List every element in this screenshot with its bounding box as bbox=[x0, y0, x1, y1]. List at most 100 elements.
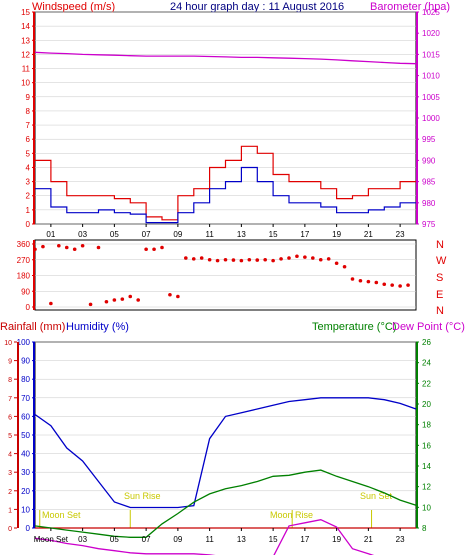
dir-y-tick-label: 360 bbox=[17, 240, 31, 249]
direction-point bbox=[136, 298, 140, 302]
wind-y-tick-label: 13 bbox=[21, 36, 30, 45]
direction-point bbox=[342, 264, 347, 269]
direction-point bbox=[279, 257, 283, 261]
direction-point bbox=[358, 278, 363, 283]
wind-y-tick-label: 8 bbox=[26, 107, 31, 116]
dewpoint-line bbox=[34, 519, 375, 555]
rain-y-tick-label: 10 bbox=[4, 340, 12, 347]
dir-letter-w: W bbox=[436, 255, 447, 267]
direction-point bbox=[231, 258, 236, 262]
wind-avg-line bbox=[35, 166, 416, 224]
rain-y-tick-label: 4 bbox=[8, 452, 12, 459]
x-tick-bottom-label: 03 bbox=[78, 535, 87, 544]
baro-y-tick-label: 1000 bbox=[422, 114, 440, 123]
x-tick-bottom-label: 15 bbox=[269, 535, 278, 544]
sun-rise-label: Sun Rise bbox=[124, 491, 161, 501]
direction-point bbox=[326, 257, 331, 261]
sun-set-label: Sun Set bbox=[360, 491, 393, 501]
x-tick-label: 21 bbox=[364, 230, 373, 239]
x-tick-bottom-label: 23 bbox=[396, 535, 405, 544]
dir-letter-e: E bbox=[436, 289, 443, 301]
hum-y-tick-label: 50 bbox=[21, 431, 30, 440]
direction-point bbox=[374, 280, 379, 285]
rainfall-label: Rainfall (mm) bbox=[0, 321, 65, 333]
temp-y-tick-label: 14 bbox=[422, 462, 431, 471]
direction-point bbox=[215, 258, 220, 263]
dir-y-tick-label: 270 bbox=[17, 256, 31, 265]
x-tick-bottom-label: 17 bbox=[300, 535, 309, 544]
windspeed-label: Windspeed (m/s) bbox=[32, 1, 115, 13]
baro-y-tick-label: 995 bbox=[422, 135, 436, 144]
rain-y-tick-label: 9 bbox=[8, 359, 12, 366]
x-tick-label: 23 bbox=[396, 230, 405, 239]
hum-y-tick-label: 90 bbox=[21, 357, 30, 366]
x-tick-bottom-label: 07 bbox=[142, 535, 151, 544]
wind-y-tick-label: 3 bbox=[26, 178, 31, 187]
rain-y-tick-label: 7 bbox=[8, 396, 12, 403]
barometer-label: Barometer (hpa) bbox=[370, 1, 450, 13]
direction-point bbox=[199, 256, 204, 260]
dir-letter-s: S bbox=[436, 272, 443, 284]
rain-y-tick-label: 6 bbox=[8, 414, 12, 421]
direction-point bbox=[223, 257, 228, 262]
direction-point bbox=[366, 279, 371, 284]
direction-point bbox=[263, 257, 267, 262]
hum-y-tick-label: 60 bbox=[21, 412, 30, 421]
temp-y-tick-label: 10 bbox=[422, 503, 431, 512]
direction-point bbox=[88, 302, 93, 307]
wind-y-tick-label: 9 bbox=[26, 93, 31, 102]
wind-y-tick-label: 15 bbox=[21, 8, 30, 17]
dir-y-tick-label: 0 bbox=[26, 303, 31, 312]
hum-y-tick-label: 0 bbox=[26, 524, 31, 533]
temp-y-tick-label: 18 bbox=[422, 421, 431, 430]
direction-point bbox=[33, 247, 37, 252]
direction-point bbox=[247, 257, 252, 262]
moon-rise-label: Moon Rise bbox=[270, 510, 313, 520]
x-tick-bottom-label: 05 bbox=[110, 535, 119, 544]
humidity-label: Humidity (%) bbox=[66, 321, 129, 333]
direction-point bbox=[271, 258, 275, 263]
direction-point bbox=[168, 292, 172, 297]
direction-point bbox=[239, 258, 244, 263]
rain-y-tick-label: 1 bbox=[8, 507, 12, 514]
direction-point bbox=[398, 284, 402, 288]
direction-point bbox=[120, 297, 125, 301]
baro-y-tick-label: 1020 bbox=[422, 29, 440, 38]
wind-y-tick-label: 7 bbox=[26, 121, 31, 130]
temp-y-tick-label: 8 bbox=[422, 524, 427, 533]
wind-panel-frame bbox=[34, 11, 417, 225]
baro-y-tick-label: 975 bbox=[422, 220, 436, 229]
hum-y-tick-label: 40 bbox=[21, 450, 30, 459]
rain-y-tick-label: 5 bbox=[8, 433, 12, 440]
direction-point bbox=[57, 243, 61, 248]
x-tick-label: 13 bbox=[237, 230, 246, 239]
temp-y-tick-label: 12 bbox=[422, 483, 431, 492]
direction-point bbox=[96, 245, 101, 250]
x-tick-label: 07 bbox=[142, 230, 151, 239]
baro-y-tick-label: 985 bbox=[422, 178, 436, 187]
chart-title: 24 hour graph day : 11 August 2016 bbox=[170, 1, 344, 13]
rain-y-tick-label: 3 bbox=[8, 470, 12, 477]
dir-y-tick-label: 180 bbox=[17, 272, 31, 281]
dewpoint-label: Dew Point (°C) bbox=[392, 321, 465, 333]
direction-point bbox=[144, 247, 148, 252]
direction-point bbox=[255, 258, 260, 262]
x-tick-bottom-label: 09 bbox=[173, 535, 182, 544]
baro-y-tick-label: 1015 bbox=[422, 50, 440, 59]
direction-point bbox=[104, 299, 109, 304]
direction-point bbox=[49, 301, 53, 306]
x-tick-label: 05 bbox=[110, 230, 119, 239]
wind-y-tick-label: 12 bbox=[21, 50, 30, 59]
direction-point bbox=[41, 244, 45, 249]
temp-y-tick-label: 22 bbox=[422, 379, 431, 388]
direction-point bbox=[303, 255, 307, 259]
direction-point bbox=[350, 277, 355, 281]
wind-y-tick-label: 4 bbox=[26, 163, 31, 172]
direction-point bbox=[64, 245, 69, 250]
temp-y-tick-label: 16 bbox=[422, 441, 431, 450]
x-tick-label: 09 bbox=[173, 230, 182, 239]
x-tick-label: 15 bbox=[269, 230, 278, 239]
rain-y-tick-label: 2 bbox=[8, 489, 12, 496]
x-tick-bottom-label: Moon Set bbox=[34, 535, 69, 544]
